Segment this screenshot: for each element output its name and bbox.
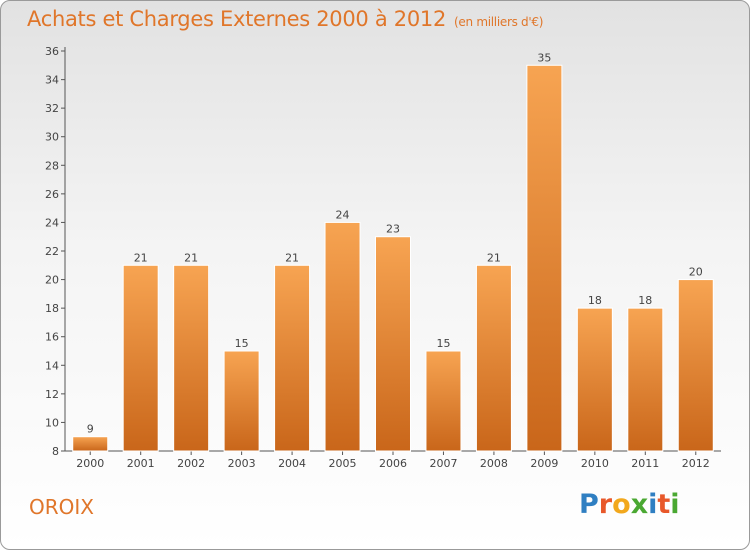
brand-letter: r — [598, 489, 613, 520]
x-tick-label: 2012 — [682, 457, 710, 470]
bar — [72, 436, 109, 452]
brand-letter: x — [630, 489, 649, 520]
y-tick-label: 24 — [45, 216, 59, 229]
x-tick-label: 2009 — [530, 457, 558, 470]
data-labels: 9 21 21 15 21 24 23 15 21 35 18 18 20 — [87, 51, 703, 435]
bar — [627, 307, 664, 452]
bar — [223, 350, 260, 452]
brand-letter: i — [670, 489, 680, 520]
bar — [677, 279, 714, 452]
bar-value-label: 9 — [87, 423, 94, 436]
bars — [72, 64, 714, 452]
x-tick-label: 2005 — [329, 457, 357, 470]
bar-value-label: 23 — [386, 223, 400, 236]
y-tick-label: 32 — [45, 102, 59, 115]
bar-value-label: 15 — [235, 337, 249, 350]
x-tick-label: 2000 — [76, 457, 104, 470]
title-text: Achats et Charges Externes 2000 à 2012 — [27, 7, 447, 31]
bar-value-label: 21 — [487, 251, 501, 264]
bar — [274, 264, 311, 452]
x-tick-label: 2003 — [228, 457, 256, 470]
y-tick-label: 22 — [45, 245, 59, 258]
brand-logo: Proxiti — [579, 489, 680, 520]
bar-value-label: 24 — [336, 208, 350, 221]
bar — [576, 307, 613, 452]
y-tick-label: 18 — [45, 302, 59, 315]
axes: 8 10 12 14 16 18 20 22 24 26 28 30 32 34 36 2000 2001 200… — [45, 45, 721, 470]
y-tick-label: 34 — [45, 74, 59, 87]
unit-note: (en milliers d'€) — [454, 15, 544, 29]
bar — [375, 236, 411, 452]
bar-value-label: 20 — [689, 266, 703, 279]
y-tick-label: 14 — [45, 359, 59, 372]
location-name: OROIX — [29, 495, 94, 519]
x-tick-label: 2006 — [379, 457, 407, 470]
brand-letter: P — [579, 489, 599, 520]
bar-value-label: 21 — [184, 251, 198, 264]
x-tick-label: 2004 — [278, 457, 306, 470]
y-tick-label: 16 — [45, 331, 59, 344]
bar — [324, 221, 361, 452]
y-tick-label: 20 — [45, 274, 59, 287]
bar — [425, 350, 462, 452]
x-tick-label: 2007 — [429, 457, 457, 470]
brand-letter: i — [648, 489, 658, 520]
bar — [173, 264, 210, 452]
bar-value-label: 15 — [436, 337, 450, 350]
bar-value-label: 21 — [134, 251, 148, 264]
x-tick-label: 2001 — [127, 457, 155, 470]
x-tick-label: 2002 — [177, 457, 205, 470]
bar-value-label: 35 — [537, 51, 551, 64]
bar-value-label: 21 — [285, 251, 299, 264]
chart-title: Achats et Charges Externes 2000 à 2012 (e… — [27, 7, 543, 31]
y-tick-label: 12 — [45, 388, 59, 401]
x-tick-label: 2010 — [581, 457, 609, 470]
brand-letter: o — [612, 489, 631, 520]
y-tick-label: 8 — [52, 445, 59, 458]
x-tick-label: 2008 — [480, 457, 508, 470]
y-tick-label: 10 — [45, 416, 59, 429]
bar-value-label: 18 — [588, 294, 602, 307]
brand-letter: t — [657, 489, 671, 520]
y-tick-label: 30 — [45, 131, 59, 144]
y-tick-label: 26 — [45, 188, 59, 201]
bar — [526, 64, 563, 452]
x-tick-label: 2011 — [631, 457, 659, 470]
bar-value-label: 18 — [638, 294, 652, 307]
bar — [122, 264, 159, 452]
bar — [475, 264, 512, 452]
y-tick-label: 36 — [45, 45, 59, 58]
y-tick-label: 28 — [45, 159, 59, 172]
